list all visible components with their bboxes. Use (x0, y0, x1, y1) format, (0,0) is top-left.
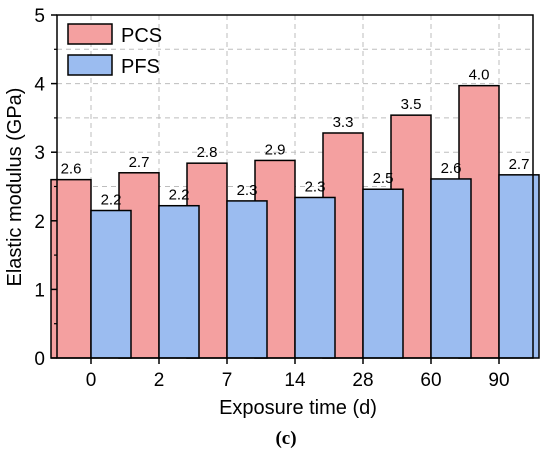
data-label-pcs-7: 2.8 (197, 144, 218, 161)
y-tick-label: 2 (34, 212, 45, 233)
data-label-pfs-60: 2.6 (441, 160, 462, 177)
y-axis-label: Elastic modulus (GPa) (4, 88, 26, 287)
x-tick-label: 28 (352, 370, 373, 391)
x-tick-label: 2 (154, 370, 165, 391)
data-label-pfs-0: 2.2 (101, 192, 122, 209)
x-tick-labels: 0 2 7 14 28 60 90 (86, 370, 510, 391)
data-label-pfs-28: 2.5 (373, 170, 394, 187)
data-label-pfs-2: 2.2 (169, 187, 190, 204)
y-tick-labels: 0 1 2 3 4 5 (34, 6, 45, 370)
legend-swatch-pcs (67, 23, 113, 45)
legend-label-pfs: PFS (121, 56, 160, 78)
legend: PCS PFS (67, 23, 162, 78)
x-tick-label: 7 (222, 370, 233, 391)
x-tick-label: 60 (420, 370, 441, 391)
bar-pfs-14 (294, 196, 336, 359)
bar-pfs-28 (362, 188, 404, 359)
data-label-pfs-90: 2.7 (509, 156, 530, 173)
y-tick-label: 0 (34, 349, 45, 370)
y-tick-label: 4 (34, 75, 45, 96)
data-label-pcs-0: 2.6 (61, 161, 82, 178)
bar-pfs-0 (90, 209, 132, 359)
x-tick-label: 90 (488, 370, 509, 391)
figure-caption: (c) (275, 428, 296, 449)
bar-pfs-7 (226, 200, 268, 359)
x-axis-label: Exposure time (d) (219, 397, 377, 419)
legend-swatch-pfs (67, 54, 113, 76)
data-label-pcs-90: 4.0 (469, 67, 490, 84)
x-tick-label: 14 (284, 370, 306, 391)
y-tick-label: 1 (34, 280, 45, 301)
bar-pfs-2 (158, 204, 200, 359)
data-label-pcs-28: 3.3 (333, 114, 354, 131)
legend-label-pcs: PCS (121, 25, 162, 47)
y-tick-label: 3 (34, 143, 45, 164)
x-tick-label: 0 (86, 370, 97, 391)
data-label-pfs-14: 2.3 (305, 178, 326, 195)
data-label-pfs-7: 2.3 (237, 182, 258, 199)
data-label-pcs-2: 2.7 (129, 154, 150, 171)
data-label-pcs-60: 3.5 (401, 96, 422, 113)
data-label-pcs-14: 2.9 (265, 141, 286, 158)
data-labels: 2.6 2.7 2.8 2.9 3.3 3.5 4.0 2.2 2.2 2.3 2.3 2.5 2.6 2… (61, 67, 530, 209)
y-tick-label: 5 (34, 6, 45, 27)
bar-pfs-60 (430, 178, 472, 359)
axes (51, 14, 534, 364)
